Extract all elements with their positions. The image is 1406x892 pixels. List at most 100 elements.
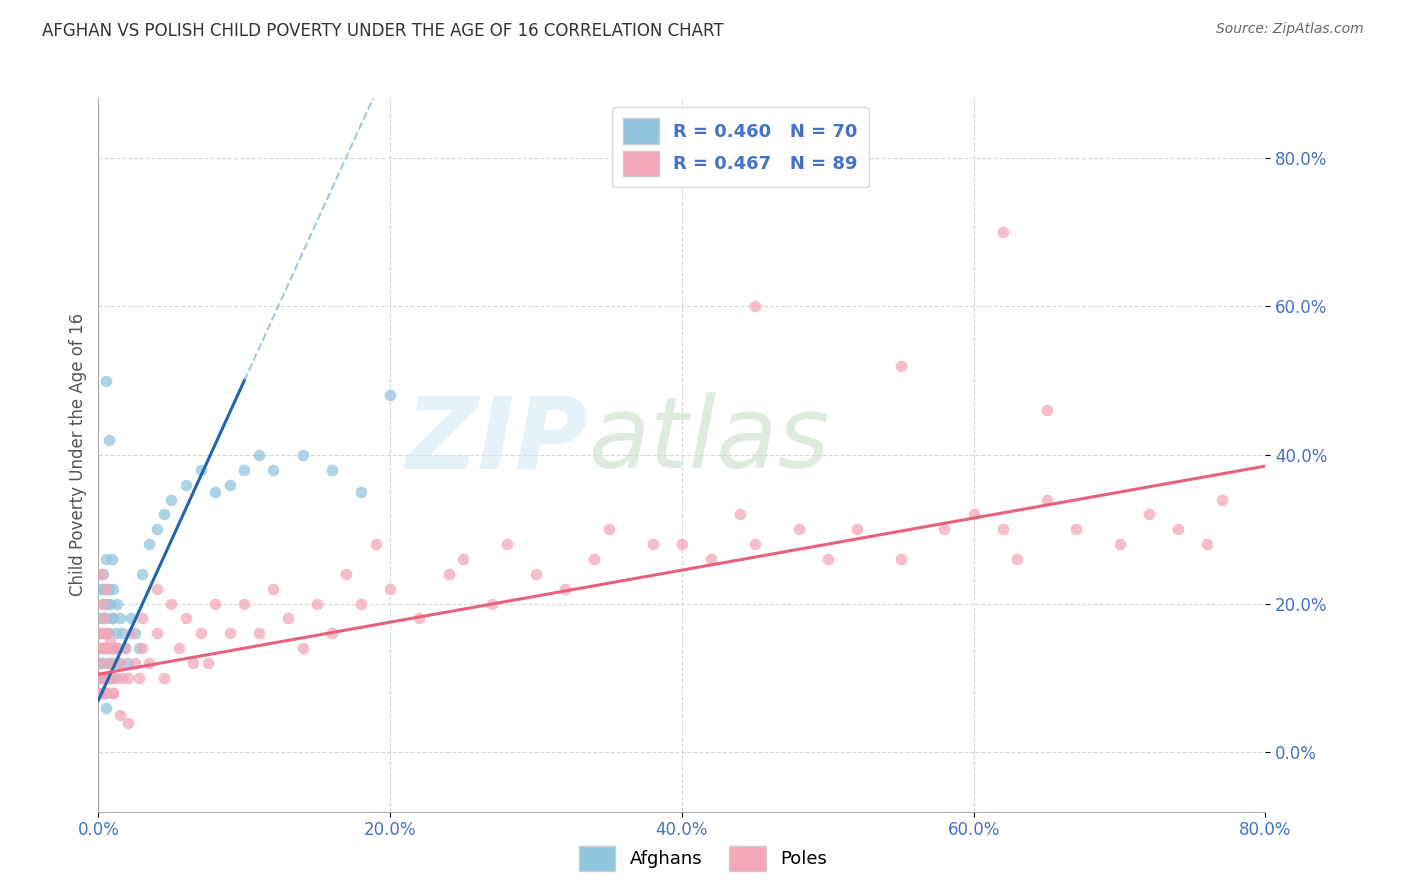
Point [91, 597, 114, 611]
Point [153, 508, 176, 522]
Point [160, 492, 183, 507]
Point [153, 671, 176, 685]
Text: atlas: atlas [589, 392, 830, 489]
Point [104, 626, 127, 640]
Point [174, 611, 197, 625]
Point [1137, 508, 1160, 522]
Point [233, 463, 256, 477]
Point [247, 448, 270, 462]
Point [583, 552, 606, 566]
Point [481, 597, 503, 611]
Point [190, 463, 212, 477]
Point [408, 611, 430, 625]
Point [98, 671, 121, 685]
Point [94, 641, 117, 656]
Point [131, 641, 153, 656]
Point [991, 225, 1014, 239]
Point [146, 582, 169, 596]
Point [94, 700, 117, 714]
Point [91, 641, 114, 656]
Point [160, 597, 183, 611]
Point [138, 537, 160, 551]
Point [451, 552, 474, 566]
Point [93, 671, 115, 685]
Point [93, 582, 115, 596]
Point [101, 671, 124, 685]
Point [934, 522, 956, 536]
Legend: Afghans, Poles: Afghans, Poles [572, 838, 834, 879]
Point [291, 448, 314, 462]
Point [437, 566, 460, 581]
Point [114, 641, 136, 656]
Point [146, 626, 169, 640]
Point [554, 582, 576, 596]
Point [97, 433, 120, 447]
Point [120, 611, 142, 625]
Point [174, 477, 197, 491]
Point [101, 641, 124, 656]
Point [90, 671, 112, 685]
Text: ZIP: ZIP [405, 392, 589, 489]
Point [262, 463, 284, 477]
Point [94, 582, 117, 596]
Point [93, 671, 115, 685]
Point [94, 686, 117, 700]
Point [91, 686, 114, 700]
Point [104, 671, 127, 685]
Point [991, 522, 1014, 536]
Point [167, 641, 190, 656]
Point [110, 708, 132, 723]
Point [91, 597, 114, 611]
Point [128, 671, 150, 685]
Point [378, 388, 402, 402]
Point [728, 508, 751, 522]
Point [91, 656, 114, 670]
Point [117, 671, 139, 685]
Point [1211, 492, 1233, 507]
Point [787, 522, 810, 536]
Point [105, 597, 128, 611]
Point [89, 656, 111, 670]
Point [197, 656, 219, 670]
Point [262, 582, 284, 596]
Point [321, 463, 343, 477]
Point [744, 299, 766, 313]
Point [495, 537, 517, 551]
Point [204, 485, 226, 500]
Point [96, 641, 118, 656]
Point [131, 611, 153, 625]
Point [218, 626, 240, 640]
Point [98, 641, 121, 656]
Point [364, 537, 387, 551]
Point [96, 671, 118, 685]
Point [94, 686, 117, 700]
Point [111, 626, 134, 640]
Point [101, 686, 124, 700]
Point [89, 656, 111, 670]
Point [98, 633, 121, 648]
Point [93, 626, 115, 640]
Point [89, 626, 111, 640]
Point [671, 537, 693, 551]
Point [90, 671, 112, 685]
Point [233, 597, 256, 611]
Point [89, 626, 111, 640]
Point [93, 611, 115, 625]
Point [131, 566, 153, 581]
Point [94, 582, 117, 596]
Point [890, 359, 912, 373]
Point [378, 582, 402, 596]
Point [218, 477, 240, 491]
Point [89, 686, 111, 700]
Point [124, 626, 146, 640]
Point [890, 552, 912, 566]
Point [105, 641, 128, 656]
Point [101, 686, 124, 700]
Point [94, 641, 117, 656]
Point [93, 686, 115, 700]
Point [91, 686, 114, 700]
Point [93, 641, 115, 656]
Point [641, 537, 664, 551]
Point [98, 597, 121, 611]
Text: AFGHAN VS POLISH CHILD POVERTY UNDER THE AGE OF 16 CORRELATION CHART: AFGHAN VS POLISH CHILD POVERTY UNDER THE… [42, 22, 724, 40]
